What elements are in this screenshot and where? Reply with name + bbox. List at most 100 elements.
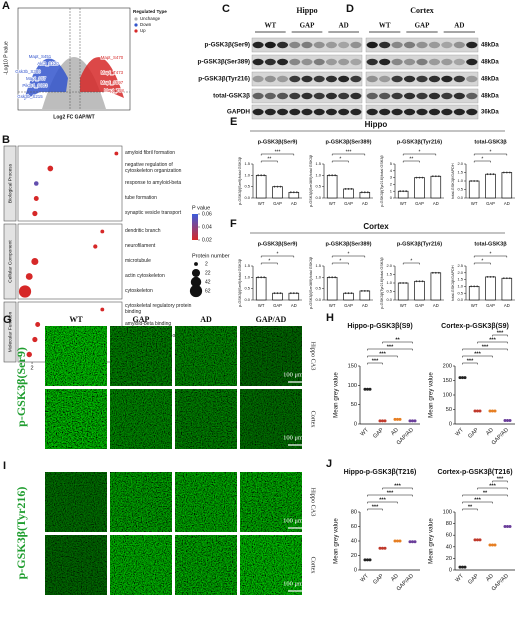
bar (397, 190, 409, 199)
size-key (191, 268, 201, 278)
data-point (473, 409, 477, 413)
data-point (478, 409, 482, 413)
column-label: GAP/AD (256, 315, 287, 324)
blot-band (441, 75, 453, 83)
data-point (366, 558, 369, 562)
term-box: cytoskeletal regulatory protein binding (125, 303, 191, 314)
x-tick-label: 2 (31, 365, 34, 371)
bar-point (334, 276, 337, 279)
blot-band (252, 92, 264, 100)
sig-bracket (477, 487, 508, 490)
sig-label: *** (482, 344, 489, 350)
x-tick-label: GAP/AD (491, 573, 510, 592)
bar-point (476, 180, 479, 182)
data-point (408, 540, 412, 544)
blot-band (466, 75, 478, 83)
bar-point (360, 191, 363, 194)
y-axis-label: p-GSK3β(Tyr216)/total GSK3β (380, 154, 384, 206)
bar-point (492, 275, 495, 278)
y-tick-label: 0.0 (457, 297, 463, 302)
stain-label: p-GSK3β(Tyr216) (14, 487, 28, 580)
bar-point (421, 280, 424, 283)
blot-band (350, 75, 362, 83)
micrograph (240, 326, 302, 386)
sig-label: *** (489, 483, 496, 489)
sig-label: *** (379, 351, 386, 357)
blot-band (277, 58, 289, 66)
chart-title: p-GSK3β(Ser9) (258, 139, 298, 145)
y-tick-label: 0.0 (244, 297, 250, 302)
term-label: microtubule (125, 257, 151, 264)
sig-bracket (462, 355, 493, 358)
scale-label: 100 μm (283, 580, 303, 587)
bar (255, 276, 267, 301)
x-tick-label: AD (362, 303, 368, 308)
sig-bracket (402, 262, 420, 265)
y-tick-label: 60 (351, 524, 357, 530)
x-tick-label: WT (329, 303, 336, 308)
blot-size-label: 36kDa (481, 110, 499, 116)
x-tick-label: AD (390, 573, 400, 583)
blot-band (428, 75, 441, 83)
y-tick-label: 0.5 (315, 286, 321, 291)
y-axis-label: total-GSK3β/GAPDH (451, 265, 455, 301)
y-axis-label: Mean grey value (333, 518, 340, 564)
term-box: actin cytoskeleton (125, 273, 165, 279)
sig-bracket (462, 494, 508, 497)
y-tick-label: 0.0 (386, 297, 392, 302)
blot-band (366, 58, 378, 66)
data-point (488, 409, 492, 413)
term-box: cytoskeleton (125, 287, 153, 294)
sig-bracket (462, 348, 508, 351)
group-strip (3, 301, 17, 363)
sig-label: ** (468, 504, 473, 510)
panel-label: C (222, 3, 230, 15)
blot-band (313, 75, 325, 83)
bar-point (505, 171, 508, 174)
bar-point (502, 171, 505, 174)
sig-label: *** (497, 330, 504, 336)
panel-label: E (230, 116, 237, 128)
blot-row-label: p-GSK3β(Ser9) (205, 42, 250, 49)
data-point (493, 409, 497, 413)
stain-label: p-GSK3β(Ser9) (14, 347, 28, 427)
blot-band (416, 108, 428, 116)
blot-row-label: p-GSK3β(Ser389) (197, 59, 250, 66)
blot-band (350, 108, 362, 116)
term-label: cytoskeleton (125, 287, 153, 294)
blot-band (350, 41, 362, 49)
region-title: Cortex (363, 222, 389, 231)
blot-strip (251, 54, 363, 70)
legend-title: Protein number (192, 253, 230, 259)
sig-label: * (481, 259, 483, 265)
bar-point (492, 173, 495, 176)
micrograph (175, 535, 237, 595)
bar-point (331, 276, 334, 279)
bar (501, 172, 513, 199)
group-label: Cellular Component (7, 240, 13, 283)
sig-bracket (402, 160, 420, 163)
bar-point (489, 275, 492, 278)
x-tick-label: AD (504, 303, 510, 308)
panel-label: J (326, 458, 332, 470)
row-label: Hippo CA3 (310, 488, 317, 517)
lane-label: WT (264, 22, 276, 30)
gene-label: Mapt_S57 (26, 76, 47, 81)
bar-point (399, 282, 402, 284)
term-box: negative regulation of cytoskeleton orga… (125, 162, 181, 173)
chart-title: p-GSK3β(Ser389) (325, 241, 371, 247)
enrichment-dot (114, 151, 119, 156)
data-point (413, 540, 417, 544)
blot-band (428, 41, 441, 49)
data-point (491, 543, 494, 547)
gene-label: Mapt_S470 (101, 55, 124, 60)
blot-band (441, 108, 453, 116)
panel-label: I (3, 460, 6, 472)
bar-point (489, 173, 492, 176)
blot-band (252, 58, 264, 66)
sig-bracket (331, 153, 366, 156)
x-tick-label: GAP (372, 573, 385, 586)
data-point (411, 419, 414, 423)
blot-band (366, 75, 378, 83)
data-point (473, 538, 477, 542)
